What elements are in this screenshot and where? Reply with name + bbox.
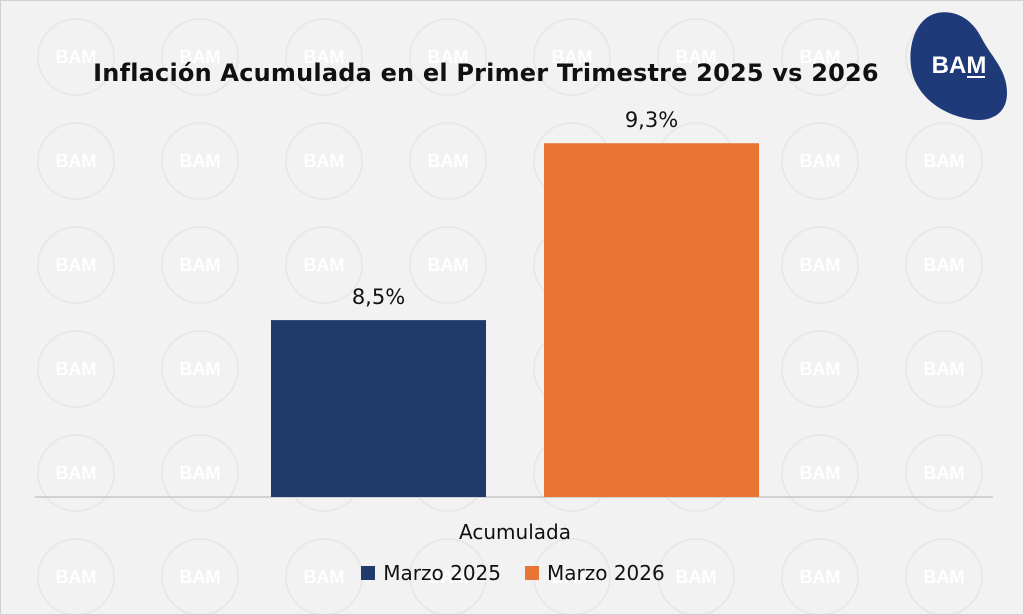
logo-shape xyxy=(910,12,1007,120)
bar-marzo-2026 xyxy=(544,143,759,497)
legend-label-marzo-2026: Marzo 2026 xyxy=(547,561,665,585)
bar-marzo-2025 xyxy=(271,320,486,497)
legend-label-marzo-2025: Marzo 2025 xyxy=(383,561,501,585)
legend-swatch-marzo-2025 xyxy=(361,566,376,580)
logo-text: BAM xyxy=(932,52,987,79)
legend-item-marzo-2025: Marzo 2025 xyxy=(361,561,501,585)
chart-title: Inflación Acumulada en el Primer Trimest… xyxy=(93,59,879,87)
bam-logo: BAM xyxy=(910,12,1007,120)
x-tick-label: Acumulada xyxy=(459,520,571,544)
legend: Marzo 2025 Marzo 2026 xyxy=(1,561,1023,585)
data-label-marzo-2025: 8,5% xyxy=(352,285,405,309)
legend-swatch-marzo-2026 xyxy=(525,566,539,580)
data-label-marzo-2026: 9,3% xyxy=(625,108,678,132)
legend-item-marzo-2026: Marzo 2026 xyxy=(525,561,665,585)
